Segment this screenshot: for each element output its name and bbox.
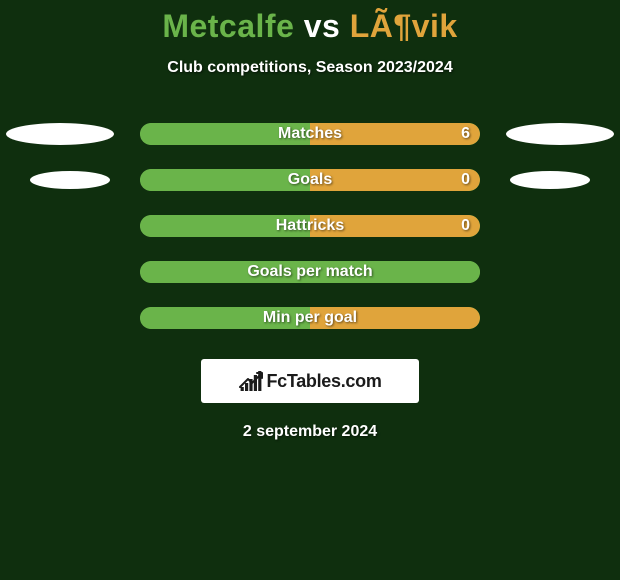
fctables-barchart-icon bbox=[238, 369, 264, 393]
date-label: 2 september 2024 bbox=[0, 423, 620, 441]
right-marker-ellipse bbox=[506, 123, 614, 145]
bar-fill-left bbox=[140, 169, 310, 191]
comparison-card: Metcalfe vs LÃ¶vik Club competitions, Se… bbox=[0, 0, 620, 580]
bar-fill-right bbox=[310, 123, 480, 145]
stat-bar: Goals per match bbox=[140, 261, 480, 283]
page-title: Metcalfe vs LÃ¶vik bbox=[0, 0, 620, 45]
bar-fill-left bbox=[140, 307, 310, 329]
player1-name: Metcalfe bbox=[162, 8, 294, 44]
stat-bar: Min per goal bbox=[140, 307, 480, 329]
stat-bar: Matches bbox=[140, 123, 480, 145]
right-marker-ellipse bbox=[510, 171, 590, 189]
left-marker-ellipse bbox=[30, 171, 110, 189]
stat-bar: Goals bbox=[140, 169, 480, 191]
stat-row: Hattricks0 bbox=[0, 215, 620, 237]
stat-right-value: 0 bbox=[461, 169, 470, 191]
bar-fill-left bbox=[140, 123, 310, 145]
stat-bar: Hattricks bbox=[140, 215, 480, 237]
stat-right-value: 0 bbox=[461, 215, 470, 237]
bar-fill-left bbox=[140, 215, 310, 237]
stats-list: Matches6Goals0Hattricks0Goals per matchM… bbox=[0, 123, 620, 329]
bar-fill-left bbox=[140, 261, 480, 283]
stat-row: Goals0 bbox=[0, 169, 620, 191]
player2-name: LÃ¶vik bbox=[350, 8, 458, 44]
logo-text: FcTables.com bbox=[266, 371, 381, 392]
bar-fill-right bbox=[310, 215, 480, 237]
stat-row: Min per goal bbox=[0, 307, 620, 329]
vs-separator: vs bbox=[304, 8, 341, 44]
stat-right-value: 6 bbox=[461, 123, 470, 145]
subtitle: Club competitions, Season 2023/2024 bbox=[0, 59, 620, 77]
stat-row: Goals per match bbox=[0, 261, 620, 283]
left-marker-ellipse bbox=[6, 123, 114, 145]
bar-fill-right bbox=[310, 307, 480, 329]
bar-fill-right bbox=[310, 169, 480, 191]
fctables-logo[interactable]: FcTables.com bbox=[201, 359, 419, 403]
stat-row: Matches6 bbox=[0, 123, 620, 145]
